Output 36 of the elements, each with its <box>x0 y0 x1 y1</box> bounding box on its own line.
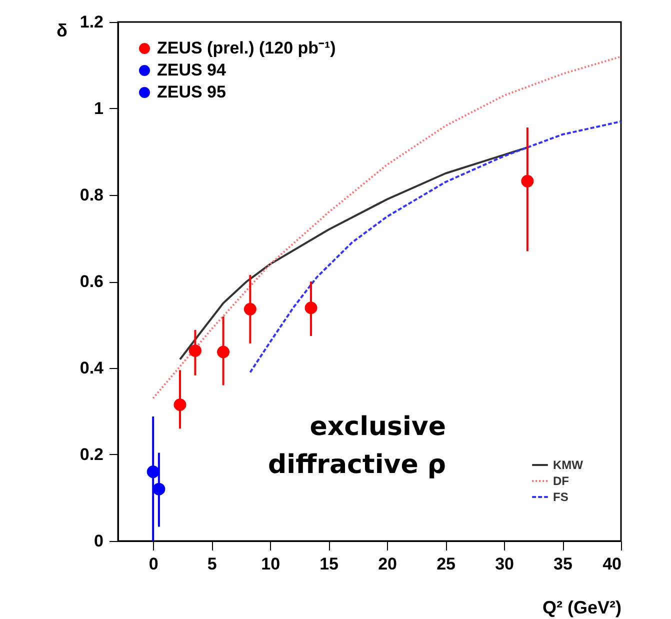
y-tick-label: 0.6 <box>80 272 104 291</box>
line-series <box>179 146 528 360</box>
legend-label: FS <box>553 490 568 504</box>
line-series <box>152 56 622 400</box>
x-tick-label: 25 <box>436 554 456 574</box>
x-tick-label: 15 <box>320 554 339 574</box>
point <box>304 302 318 314</box>
point <box>146 466 160 478</box>
y-tick-label: 1 <box>94 99 104 118</box>
point <box>521 174 534 188</box>
line-series <box>249 120 622 374</box>
y-tick-label: 0.4 <box>80 358 104 378</box>
x-tick-label: 5 <box>207 554 217 574</box>
y-axis-title: δ <box>56 20 68 40</box>
x-tick-label: 20 <box>378 554 398 574</box>
legend-label: KMW <box>553 458 584 472</box>
point <box>152 482 166 496</box>
y-tick-label: 0.2 <box>80 445 104 464</box>
point <box>188 344 202 357</box>
x-tick-label: 35 <box>554 554 572 574</box>
point <box>244 302 256 316</box>
legend-label: ZEUS (prel.) (120 pb⁻¹) <box>157 38 336 58</box>
y-tick-label: 0.8 <box>80 186 104 204</box>
legend-label: DF <box>553 474 569 488</box>
x-tick-label: 40 <box>602 554 622 574</box>
point <box>217 346 230 358</box>
point <box>174 398 186 411</box>
y-tick-label: 0 <box>94 532 104 550</box>
annotation: exclusive diffractive ρ <box>268 412 446 480</box>
x-tick-label: 30 <box>495 554 514 574</box>
y-tick-label: 1.2 <box>80 12 104 32</box>
legend-label: ZEUS 94 <box>157 60 227 80</box>
x-axis-title: Q² (GeV²) <box>542 598 622 618</box>
x-tick-label: 0 <box>148 554 158 574</box>
x-tick-label: 10 <box>261 554 280 574</box>
legend-label: ZEUS 95 <box>157 82 226 102</box>
